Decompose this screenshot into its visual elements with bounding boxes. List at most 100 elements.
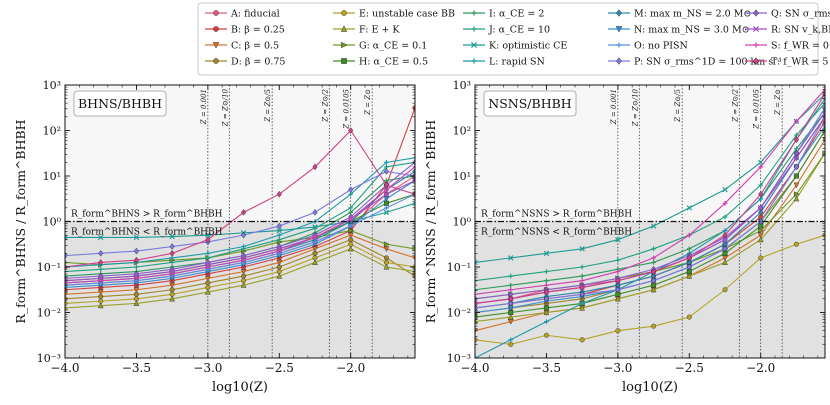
data-point-T <box>348 127 354 134</box>
data-point-T <box>312 163 318 171</box>
legend-entry-P: P: SN σ_rms^1D = 100 km s⁻¹ <box>608 57 782 68</box>
data-point-F <box>169 295 175 302</box>
x-tick-label: −4.0 <box>460 361 489 375</box>
legend-frame <box>197 2 819 76</box>
data-point-L <box>412 155 415 161</box>
data-point-J <box>169 260 175 265</box>
y-tick-label: 10⁻¹ <box>447 261 471 274</box>
bhns-bhbh-panel: Z = 0.001 Z = Z⊙/10 Z = Z⊙/5 Z = Z⊙/2 Z = 0.… <box>13 79 416 395</box>
data-point-S <box>651 255 656 261</box>
y-tick-label: 10¹ <box>453 170 471 183</box>
legend-label: N: max m_NS = 3.0 M⊙ <box>634 25 750 36</box>
data-point-L <box>579 301 585 306</box>
legend-marker <box>213 10 219 16</box>
data-point-I <box>508 282 514 288</box>
data-point-I <box>579 273 585 279</box>
series-group <box>65 105 415 311</box>
data-point-I <box>475 287 478 293</box>
data-point-S <box>169 271 175 277</box>
data-point-P <box>508 300 514 307</box>
data-point-K <box>205 232 211 238</box>
data-point-P <box>543 295 549 303</box>
data-point-C <box>347 232 354 239</box>
legend-marker <box>341 10 347 16</box>
data-point-K <box>507 255 514 261</box>
legend-marker <box>615 26 623 33</box>
metallicity-line-label: Z = Z⊙/5 <box>674 88 682 122</box>
data-point-J <box>651 246 656 252</box>
data-point-T <box>722 231 728 239</box>
data-point-P <box>133 247 139 255</box>
x-tick-label: −3.0 <box>193 361 222 375</box>
legend-entry-B: B: β = 0.25 <box>205 25 285 36</box>
x-tick-label: −2.0 <box>336 361 365 375</box>
legend-marker <box>753 42 759 48</box>
data-point-R <box>822 114 825 120</box>
data-point-P <box>276 222 282 230</box>
data-point-K <box>686 205 693 211</box>
data-point-T <box>615 277 621 284</box>
legend-marker <box>616 42 622 48</box>
data-point-I <box>544 278 549 283</box>
data-point-S <box>412 164 415 170</box>
panel-label: NSNS/BHBH <box>483 90 577 117</box>
data-point-S <box>475 292 478 297</box>
legend-entry-C: C: β = 0.5 <box>205 41 279 52</box>
region-label-above: R_form^BHNS > R_form^BHBH <box>71 210 223 220</box>
data-point-R <box>412 177 415 184</box>
data-point-F <box>507 313 514 320</box>
metallicity-line-label: Z = 0.0105 <box>753 88 761 129</box>
y-tick-label: 10¹ <box>43 170 61 183</box>
metallicity-line-label: Z = 0.001 <box>200 89 208 125</box>
legend-entry-T: T: f_WR = 5 <box>745 57 828 68</box>
data-point-D <box>241 273 247 279</box>
data-point-S <box>241 257 246 263</box>
data-point-F <box>757 236 764 243</box>
legend-label: J: α_CE = 10 <box>488 25 550 36</box>
data-point-H <box>793 173 799 179</box>
data-point-R <box>65 277 68 284</box>
y-tick-label: 10³ <box>43 79 61 92</box>
x-tick-label: −2.5 <box>265 361 294 375</box>
data-point-E <box>758 255 764 261</box>
data-point-O <box>384 205 389 211</box>
legend-label: I: α_CE = 2 <box>489 9 544 20</box>
data-point-I <box>686 246 692 252</box>
data-point-R <box>793 155 800 161</box>
data-point-C <box>133 287 140 293</box>
legend-marker <box>213 26 219 32</box>
x-tick-label: −3.0 <box>603 361 632 375</box>
region-label-above: R_form^NSNS > R_form^BHBH <box>481 210 632 220</box>
metallicity-line-label: Z = Z⊙/10 <box>631 88 639 127</box>
legend-marker <box>340 25 348 32</box>
legend-entry-F: F: E + K <box>333 25 400 36</box>
y-tick-label: 10² <box>43 125 61 138</box>
data-point-G <box>758 227 764 234</box>
data-point-Q <box>822 108 825 116</box>
data-point-S <box>508 287 514 293</box>
data-point-D <box>276 264 282 270</box>
data-point-J <box>276 237 282 242</box>
data-point-P <box>651 277 657 284</box>
data-point-C <box>240 269 247 275</box>
data-point-J <box>722 214 728 220</box>
legend-marker <box>616 57 622 65</box>
data-point-F <box>383 263 390 270</box>
data-point-E <box>579 337 585 343</box>
data-point-K <box>133 234 140 241</box>
y-tick-label: 10⁻³ <box>37 352 61 365</box>
data-point-K <box>97 234 104 241</box>
series-group <box>475 87 825 358</box>
panel-label-text: BHNS/BHBH <box>78 96 162 111</box>
data-point-R <box>757 205 764 211</box>
y-axis-label: R_form^BHNS / R_form^BHBH <box>13 119 28 323</box>
data-point-G <box>412 245 415 252</box>
data-point-D <box>205 280 211 286</box>
legend-label: G: α_CE = 0.1 <box>359 41 427 52</box>
data-point-C <box>276 259 283 266</box>
data-point-M <box>758 209 764 216</box>
data-point-S <box>758 164 764 170</box>
legend-entry-K: K: optimistic CE <box>463 41 567 52</box>
data-point-T <box>793 136 799 143</box>
legend-entry-G: G: α_CE = 0.1 <box>333 41 427 52</box>
